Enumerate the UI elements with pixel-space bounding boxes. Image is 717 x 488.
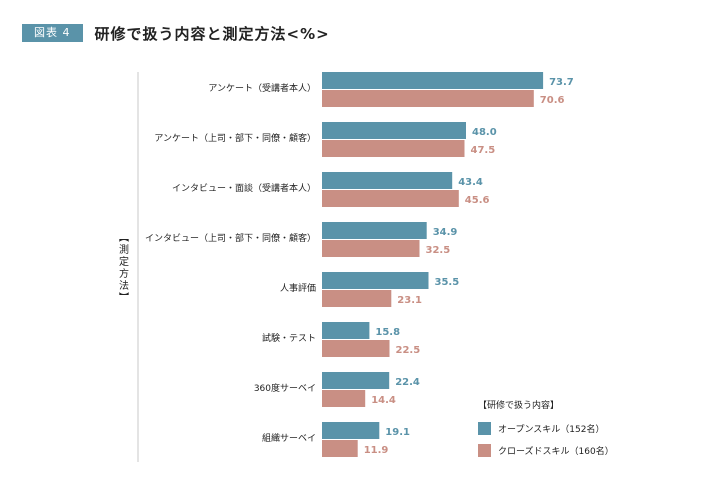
figure-label: 図表 4: [22, 24, 83, 42]
bar-series2: [322, 240, 420, 257]
value-label: 45.6: [465, 195, 490, 206]
bar-series2: [322, 390, 366, 407]
chart-title: 研修で扱う内容と測定方法<%>: [94, 24, 330, 43]
bar-series1: [322, 222, 427, 239]
value-label: 23.1: [397, 295, 422, 306]
category-label: インタビュー（上司・部下・同僚・顧客）: [145, 232, 316, 244]
bar-series2: [322, 440, 358, 457]
bar-series2: [322, 290, 392, 307]
category-label: アンケート（上司・部下・同僚・顧客）: [154, 132, 316, 144]
category-label: アンケート（受講者本人）: [208, 82, 316, 94]
value-label: 43.4: [458, 177, 483, 188]
bar-series1: [322, 272, 429, 289]
bar-series1: [322, 422, 380, 439]
category-label: 360度サーベイ: [254, 382, 316, 394]
legend-item-series1: オープンスキル（152名）: [478, 421, 614, 435]
legend-item-series2: クローズドスキル（160名）: [478, 443, 614, 457]
value-label: 73.7: [549, 77, 574, 88]
y-axis-label: 【測定方法】: [117, 232, 129, 304]
value-label: 22.5: [396, 345, 421, 356]
category-label: 組織サーベイ: [262, 432, 316, 444]
value-label: 48.0: [472, 127, 497, 138]
value-label: 32.5: [426, 245, 451, 256]
bar-series1: [322, 172, 453, 189]
legend-label-series2: クローズドスキル（160名）: [498, 446, 614, 457]
value-label: 22.4: [395, 377, 420, 388]
value-label: 35.5: [435, 277, 460, 288]
figure-header: 図表 4 研修で扱う内容と測定方法<%>: [22, 22, 330, 44]
bar-series2: [322, 190, 459, 207]
value-label: 34.9: [433, 227, 458, 238]
value-label: 19.1: [385, 427, 410, 438]
category-label: 試験・テスト: [262, 332, 316, 344]
value-label: 70.6: [540, 95, 565, 106]
bar-series1: [322, 372, 390, 389]
bar-series2: [322, 140, 465, 157]
legend: 【研修で扱う内容】 オープンスキル（152名） クローズドスキル（160名）: [478, 398, 614, 465]
bar-series1: [322, 122, 466, 139]
category-label: インタビュー・面談（受講者本人）: [172, 182, 316, 194]
value-label: 11.9: [364, 445, 389, 456]
bar-series1: [322, 322, 370, 339]
legend-swatch-series2: [478, 443, 491, 457]
value-label: 14.4: [371, 395, 396, 406]
category-label: 人事評価: [280, 282, 316, 294]
bar-series2: [322, 340, 390, 357]
legend-title: 【研修で扱う内容】: [478, 401, 560, 411]
value-label: 47.5: [471, 145, 496, 156]
value-label: 15.8: [375, 327, 400, 338]
legend-label-series1: オープンスキル（152名）: [498, 424, 605, 435]
legend-swatch-series1: [478, 421, 491, 435]
bar-series1: [322, 72, 544, 89]
bar-series2: [322, 90, 534, 107]
